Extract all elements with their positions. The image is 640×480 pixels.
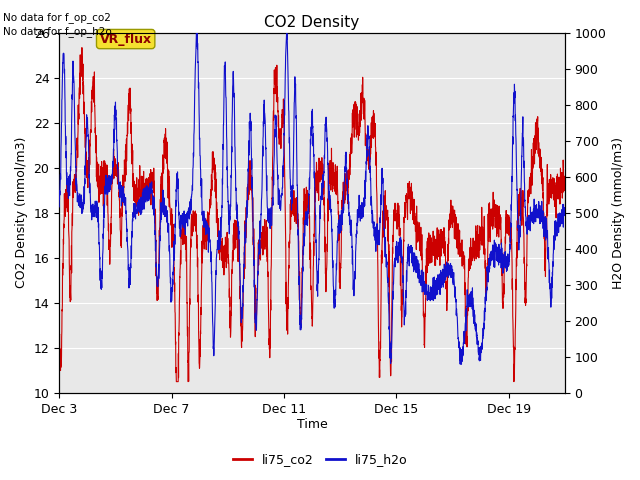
X-axis label: Time: Time <box>296 419 328 432</box>
Text: VR_flux: VR_flux <box>100 33 152 46</box>
Legend: li75_co2, li75_h2o: li75_co2, li75_h2o <box>228 448 412 471</box>
Text: No data for f_op_co2: No data for f_op_co2 <box>3 12 111 23</box>
Text: No data for f_op_h2o: No data for f_op_h2o <box>3 26 112 37</box>
Y-axis label: CO2 Density (mmol/m3): CO2 Density (mmol/m3) <box>15 137 28 288</box>
Y-axis label: H2O Density (mmol/m3): H2O Density (mmol/m3) <box>612 137 625 289</box>
Title: CO2 Density: CO2 Density <box>264 15 360 30</box>
